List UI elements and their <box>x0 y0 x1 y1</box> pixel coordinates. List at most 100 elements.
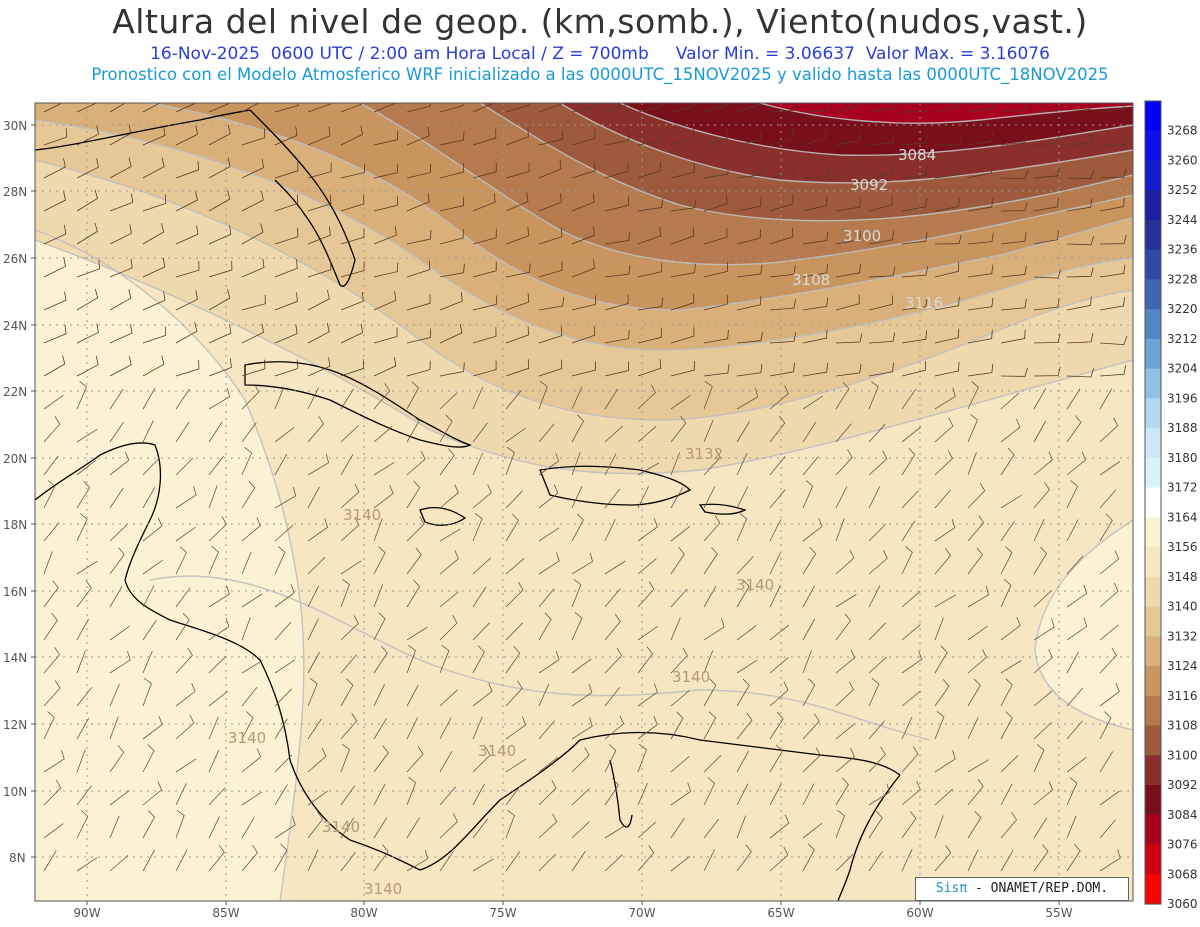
wind-barb <box>703 228 728 245</box>
wind-barb <box>76 189 98 212</box>
wind-barb <box>901 811 917 839</box>
wind-barb <box>109 388 124 410</box>
wind-barb <box>571 788 590 806</box>
wind-barb <box>538 159 562 179</box>
lon-axis: 90W 85W 80W 75W 70W 65W 60W 55W <box>73 906 1072 920</box>
wind-barb <box>769 103 796 113</box>
geopotential-shading: 3084 3092 3100 3108 3116 3132 3140 3140 … <box>35 103 1133 901</box>
wind-barb <box>901 133 928 146</box>
wind-barb <box>637 782 648 806</box>
wind-barb <box>505 226 530 245</box>
colorbar-label: 3084 <box>1167 808 1198 822</box>
wind-barb <box>142 517 163 542</box>
wind-barb <box>901 590 921 608</box>
wind-barb <box>967 810 982 839</box>
wind-barb <box>340 194 365 212</box>
wind-barb <box>406 684 419 707</box>
wind-barb <box>637 743 647 773</box>
wind-barb <box>373 383 391 410</box>
wind-barb <box>439 130 465 146</box>
wind-barb <box>208 787 226 806</box>
wind-barb <box>1099 751 1114 773</box>
wind-barb <box>406 480 421 509</box>
wind-barb <box>604 162 629 179</box>
wind-barb <box>1066 169 1094 180</box>
wind-barb <box>109 815 120 839</box>
contour-label: 3140 <box>478 742 516 760</box>
wind-barb <box>901 650 923 674</box>
colorbar-segment <box>1145 636 1161 667</box>
wind-barb <box>109 451 130 476</box>
wind-barb <box>1066 777 1078 806</box>
wind-barb <box>76 323 99 344</box>
wind-barb <box>934 845 952 872</box>
colorbar-label: 3092 <box>1167 778 1198 792</box>
wind-barb <box>109 547 125 575</box>
wind-barb <box>538 527 560 542</box>
wind-barb <box>802 480 814 509</box>
wind-barb <box>637 646 654 674</box>
wind-barb <box>373 645 388 674</box>
wind-barb <box>439 717 452 740</box>
wind-barb <box>307 486 320 509</box>
wind-barb <box>340 615 359 641</box>
wind-barb <box>736 750 749 773</box>
wind-barb <box>967 413 978 443</box>
wind-barb <box>373 327 398 344</box>
wind-barb <box>43 711 55 740</box>
wind-barb <box>670 855 691 872</box>
colorbar-segment <box>1145 368 1161 400</box>
wind-barb <box>538 720 555 740</box>
wind-barb <box>736 815 747 839</box>
wind-barb <box>703 419 714 443</box>
wind-barb <box>967 198 994 212</box>
wind-barb <box>736 130 762 146</box>
wind-barb <box>241 748 262 773</box>
wind-barb <box>1099 103 1125 113</box>
wind-barb <box>373 484 394 509</box>
wind-barb <box>175 714 195 740</box>
wind-barb <box>439 528 461 542</box>
wind-barb <box>43 455 59 476</box>
wind-barb <box>934 262 959 278</box>
wind-barb <box>373 584 383 608</box>
colorbar-label: 3132 <box>1167 629 1198 643</box>
min-value: Valor Min. = 3.06637 <box>675 44 855 64</box>
wind-barb <box>1000 616 1021 641</box>
wind-barb <box>538 853 557 872</box>
wind-barb <box>901 624 921 641</box>
wind-barb <box>307 416 325 443</box>
wind-barb <box>505 758 527 773</box>
colorbar-label: 3140 <box>1167 600 1198 614</box>
wind-barb <box>934 450 953 476</box>
wind-barb <box>670 782 692 806</box>
wind-barb <box>76 459 97 476</box>
wind-barb <box>1000 755 1019 773</box>
wind-barb <box>142 126 166 146</box>
wind-barb <box>604 131 630 146</box>
wind-barb <box>571 612 583 641</box>
wind-barb <box>208 655 227 674</box>
wind-barb <box>274 843 288 872</box>
lon-label: 60W <box>906 906 933 920</box>
wind-barb <box>340 713 358 740</box>
wind-barb <box>571 658 592 674</box>
wind-barb <box>769 227 794 245</box>
wind-barb <box>241 422 257 443</box>
wind-barb <box>1066 815 1077 839</box>
wind-barb <box>307 322 330 344</box>
wind-barb <box>637 103 663 113</box>
wind-barb <box>835 230 861 245</box>
wind-barb <box>406 126 430 146</box>
wind-barb <box>868 362 894 377</box>
max-value: Valor Max. = 3.16076 <box>865 44 1050 64</box>
wind-barb <box>439 448 455 476</box>
wind-barb <box>967 759 989 773</box>
colorbar: 3268 3260 3252 3244 3236 3228 3220 3212 3204 3196… <box>1145 101 1198 911</box>
wind-barb <box>208 816 220 839</box>
wind-barb <box>241 191 264 212</box>
wind-barb <box>1099 461 1121 476</box>
wind-barb <box>703 486 716 509</box>
wind-barb <box>637 131 663 146</box>
wind-barb <box>439 292 463 311</box>
